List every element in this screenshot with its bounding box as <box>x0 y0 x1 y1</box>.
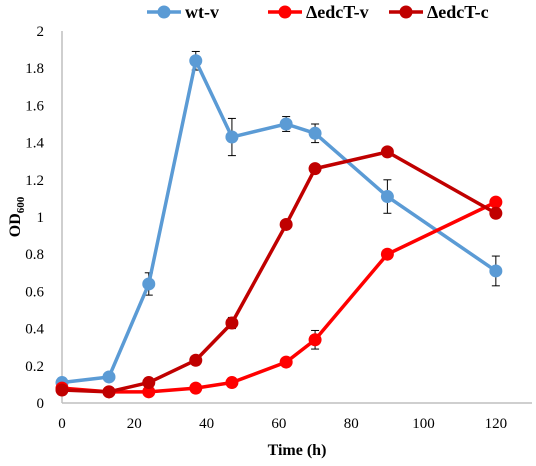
series-3-line <box>61 150 497 394</box>
series-2-point <box>189 381 203 395</box>
series-1-point <box>189 54 203 68</box>
y-axis-title-main: OD <box>7 213 24 237</box>
series-2-point <box>489 195 503 209</box>
series-2-point <box>279 355 293 369</box>
y-tick-label: 0 <box>37 396 45 412</box>
y-tick-label: 1 <box>37 210 45 226</box>
series-3-point <box>279 217 293 231</box>
y-tick-labels: 0 0.2 0.4 0.6 0.8 1 1.2 1.4 1.6 1.8 2 <box>25 24 44 412</box>
legend-item-2: ΔedcT-v <box>268 2 369 22</box>
y-tick-label: 0.6 <box>25 284 44 300</box>
x-tick-label: 40 <box>199 416 214 432</box>
y-tick-label: 1.6 <box>25 98 44 114</box>
series-1-point <box>225 130 239 144</box>
x-tick-label: 20 <box>127 416 142 432</box>
series-3-point <box>380 145 394 159</box>
legend-label: wt-v <box>185 2 219 22</box>
y-tick-label: 0.4 <box>25 322 44 338</box>
series-group <box>55 50 503 399</box>
y-tick-label: 0.2 <box>25 359 44 375</box>
series-1-point <box>308 126 322 140</box>
x-tick-label: 0 <box>58 416 66 432</box>
y-tick-label: 1.4 <box>25 136 44 152</box>
legend-item-3: ΔedcT-c <box>389 2 489 22</box>
legend-swatch-marker <box>278 5 292 19</box>
series-3-point <box>102 385 116 399</box>
legend-swatch-marker <box>399 5 413 19</box>
y-tick-label: 0.8 <box>25 247 44 263</box>
x-tick-label: 100 <box>412 416 435 432</box>
series-3-point <box>55 383 69 397</box>
series-2-point <box>380 247 394 261</box>
axes <box>61 31 532 404</box>
x-tick-label: 60 <box>271 416 286 432</box>
y-tick-label: 2 <box>37 24 45 40</box>
series-1-point <box>102 370 116 384</box>
x-tick-label: 80 <box>344 416 359 432</box>
series-2-point <box>225 376 239 390</box>
y-axis-title: OD600 <box>7 196 27 237</box>
y-axis-title-subscript: 600 <box>15 196 27 213</box>
series-1-point <box>489 264 503 278</box>
series-2-point <box>142 385 156 399</box>
series-1-group <box>55 50 503 390</box>
series-2-point <box>308 333 322 347</box>
x-tick-labels: 0 20 40 60 80 100 120 <box>58 416 507 432</box>
series-3-point <box>308 162 322 176</box>
series-1-point <box>279 117 293 131</box>
y-tick-label: 1.2 <box>25 173 44 189</box>
legend-swatch-marker <box>157 5 171 19</box>
series-3-point <box>489 206 503 220</box>
series-3-group <box>55 145 503 399</box>
series-1-point <box>380 190 394 204</box>
series-3-point <box>189 353 203 367</box>
series-2-group <box>55 195 503 399</box>
series-3-point <box>142 376 156 390</box>
series-3-point <box>225 316 239 330</box>
x-tick-label: 120 <box>485 416 508 432</box>
series-1-line <box>61 59 497 385</box>
y-tick-label: 1.8 <box>25 61 44 77</box>
legend-item-1: wt-v <box>147 2 219 22</box>
series-2-line <box>61 200 497 394</box>
series-1-point <box>142 277 156 291</box>
legend-label: ΔedcT-c <box>427 2 489 22</box>
legend: wt-v ΔedcT-v ΔedcT-c <box>147 2 489 22</box>
x-axis-title: Time (h) <box>268 442 327 459</box>
legend-label: ΔedcT-v <box>306 2 369 22</box>
